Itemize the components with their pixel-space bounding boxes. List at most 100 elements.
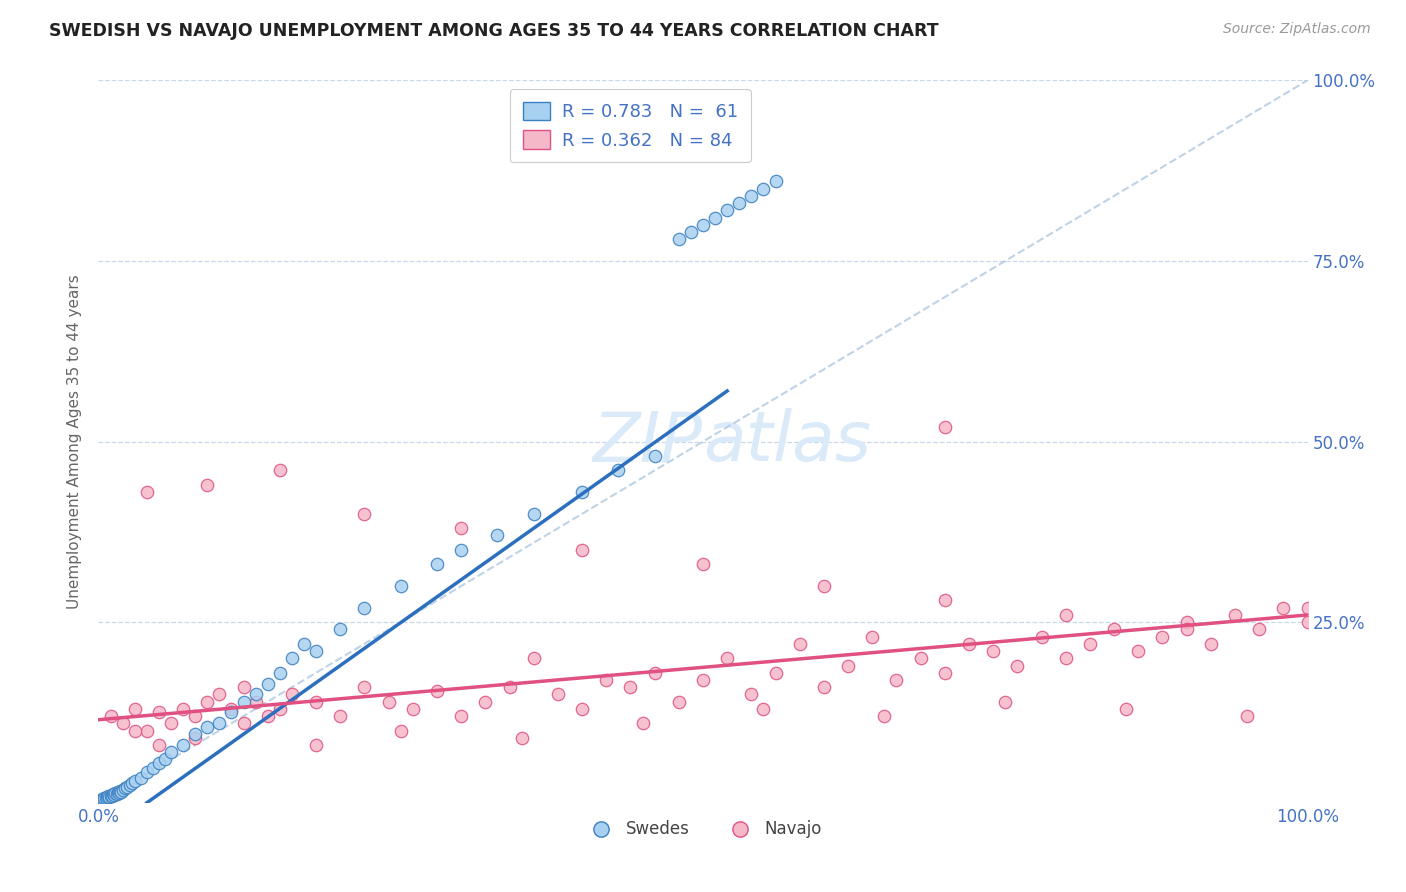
Point (934, 665, 956, 680)
Point (232, 695, 254, 709)
Point (108, 784, 131, 798)
Point (256, 676, 278, 690)
Point (1296, 600, 1319, 615)
Point (860, 630, 883, 644)
Point (129, 771, 152, 785)
Text: Source: ZipAtlas.com: Source: ZipAtlas.com (1223, 22, 1371, 37)
Point (813, 579, 835, 593)
Point (195, 478, 218, 492)
Point (1115, 702, 1137, 716)
Point (692, 558, 714, 572)
Point (172, 738, 194, 752)
Point (450, 521, 472, 535)
Point (256, 709, 278, 723)
Point (281, 687, 304, 701)
Point (1272, 600, 1295, 615)
Point (716, 203, 738, 218)
Point (292, 637, 315, 651)
Point (104, 786, 127, 800)
Point (124, 774, 146, 789)
Point (107, 785, 129, 799)
Point (1007, 658, 1029, 673)
Point (111, 782, 134, 797)
Point (813, 680, 835, 694)
Point (245, 687, 267, 701)
Point (118, 778, 141, 792)
Point (1175, 623, 1198, 637)
Point (353, 680, 375, 694)
Point (1054, 651, 1077, 665)
Point (571, 542, 593, 557)
Point (100, 789, 122, 803)
Point (98, 790, 121, 805)
Point (114, 781, 136, 796)
Point (90, 794, 112, 808)
Point (450, 542, 472, 557)
Point (934, 593, 956, 607)
Point (94, 791, 117, 805)
Text: SWEDISH VS NAVAJO UNEMPLOYMENT AMONG AGES 35 TO 44 YEARS CORRELATION CHART: SWEDISH VS NAVAJO UNEMPLOYMENT AMONG AGE… (49, 22, 939, 40)
Point (1054, 607, 1077, 622)
Point (644, 449, 666, 463)
Point (765, 174, 787, 188)
Point (765, 665, 787, 680)
Point (329, 623, 352, 637)
Point (1128, 644, 1150, 658)
Point (221, 706, 243, 720)
Point (221, 702, 243, 716)
Point (184, 709, 207, 723)
Point (752, 182, 775, 196)
Legend: Swedes, Navajo: Swedes, Navajo (578, 814, 828, 845)
Point (692, 673, 714, 687)
Point (103, 788, 125, 802)
Point (498, 680, 520, 694)
Point (740, 189, 762, 203)
Point (716, 651, 738, 665)
Point (281, 651, 304, 665)
Point (402, 702, 425, 716)
Point (329, 709, 352, 723)
Point (595, 673, 617, 687)
Point (631, 716, 654, 731)
Point (195, 695, 218, 709)
Point (740, 687, 762, 701)
Point (934, 420, 956, 434)
Point (668, 232, 690, 246)
Point (1031, 630, 1053, 644)
Point (1199, 637, 1222, 651)
Point (837, 658, 859, 673)
Point (208, 716, 231, 731)
Point (121, 775, 143, 789)
Point (1249, 623, 1271, 637)
Point (389, 723, 412, 738)
Point (135, 723, 157, 738)
Point (160, 745, 183, 759)
Point (117, 780, 139, 794)
Point (523, 507, 546, 521)
Point (510, 731, 533, 745)
Point (148, 756, 170, 770)
Point (679, 225, 702, 239)
Point (100, 709, 122, 723)
Point (547, 687, 569, 701)
Point (571, 485, 593, 500)
Point (752, 702, 775, 716)
Point (160, 716, 183, 731)
Point (994, 695, 1017, 709)
Point (607, 463, 630, 477)
Point (135, 485, 157, 500)
Point (981, 644, 1004, 658)
Point (426, 558, 449, 572)
Point (232, 680, 254, 694)
Point (195, 720, 218, 734)
Point (111, 716, 134, 731)
Point (389, 579, 412, 593)
Point (474, 695, 496, 709)
Point (269, 463, 291, 477)
Point (148, 706, 170, 720)
Point (124, 723, 146, 738)
Y-axis label: Unemployment Among Ages 35 to 44 years: Unemployment Among Ages 35 to 44 years (67, 274, 83, 609)
Point (619, 680, 641, 694)
Point (426, 683, 449, 698)
Point (377, 695, 399, 709)
